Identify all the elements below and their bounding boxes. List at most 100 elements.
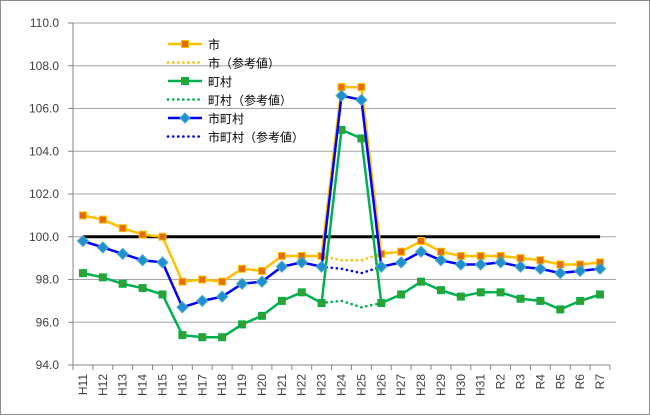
diamond-marker [215,290,229,303]
square-marker [397,247,406,256]
x-tick-label: H29 [434,374,448,396]
x-tick-label: H28 [414,374,428,396]
series-reference-all-ref [320,265,383,275]
square-marker [536,296,545,305]
square-marker [98,273,107,282]
diamond-marker [394,256,408,269]
diamond-marker [534,262,547,276]
y-tick-label: 106.0 [29,102,59,116]
x-tick-label: H20 [255,374,269,396]
legend-label: 町村（参考値） [208,93,292,108]
y-axis: 94.0 96.0 98.0 100.0 102.0 104.0 106.0 108.0 110… [29,16,74,372]
series-line [82,85,601,283]
legend-item: 町村 [168,75,232,89]
square-marker [397,290,406,299]
diamond-marker [335,89,348,102]
x-tick-label: R3 [514,374,528,390]
diamond-marker [414,245,428,258]
diamond-marker [96,241,110,254]
legend-item: 市（参考値） [166,56,280,71]
square-marker [98,215,107,224]
x-tick-label: H12 [96,374,110,396]
square-marker [596,290,605,299]
x-axis: H11 H12 H13 H14 H15 H16 H17 H18 H19 H20 H21 H22 H23 H… [72,364,611,396]
x-tick-label: H23 [315,374,329,396]
y-tick-label: 102.0 [29,187,59,201]
diamond-marker [474,258,487,271]
y-tick-label: 94.0 [36,358,60,372]
x-tick-label: R6 [573,374,587,390]
diamond-marker [355,93,368,107]
square-marker [377,299,386,308]
square-marker [238,320,247,329]
square-marker [158,290,167,299]
series-reference-city-ref [320,252,383,262]
x-tick-label: H30 [454,374,468,396]
diamond-marker [375,260,388,273]
x-tick-label: H16 [175,374,189,396]
square-marker [496,288,505,297]
series-line [320,265,383,275]
series-line [320,252,383,262]
diamond-marker [235,277,249,290]
x-tick-label: H24 [335,374,349,396]
diamond-marker [593,262,607,276]
x-tick-label: H17 [195,374,209,396]
legend-square-marker-icon [181,40,189,48]
legend-label: 市町村（参考値） [208,130,304,145]
square-marker [138,284,147,293]
square-marker [78,269,87,278]
x-tick-label: R5 [553,374,567,390]
series-lines [76,83,607,342]
legend-item: 町村（参考値） [166,93,292,108]
legend-label: 市（参考値） [208,56,280,71]
square-marker [178,331,187,340]
square-marker [218,333,227,342]
diamond-marker [255,275,269,288]
series-reference-towns-ref [320,299,383,309]
diamond-marker [196,294,209,308]
square-marker [277,296,286,305]
square-marker [257,311,266,320]
y-tick-label: 98.0 [36,273,60,287]
diamond-marker [514,260,527,273]
square-marker [158,232,167,241]
square-marker [417,237,426,246]
square-marker [556,305,565,314]
diamond-marker [434,254,448,267]
diamond-marker [176,301,189,314]
legend-label: 市町村 [208,111,244,126]
diamond-marker [275,260,289,273]
square-marker [317,299,326,308]
diamond-marker [76,234,90,248]
y-tick-label: 96.0 [36,315,60,329]
diamond-marker [494,256,507,269]
x-tick-label: R7 [593,374,607,390]
x-tick-label: H13 [116,374,130,396]
x-tick-label: H26 [374,374,388,396]
square-marker [198,275,207,284]
square-marker [476,288,485,297]
square-marker [277,251,286,260]
diamond-marker [136,254,149,267]
square-marker [436,286,445,295]
gridlines [73,22,616,323]
square-marker [118,224,127,233]
x-tick-label: H15 [156,374,170,396]
y-tick-label: 100.0 [29,230,59,244]
diamond-marker [554,266,567,280]
legend-label: 市 [208,37,220,52]
square-marker [357,83,366,92]
diamond-marker [454,258,468,271]
x-tick-label: H31 [474,374,488,396]
x-tick-label: H22 [295,374,309,396]
diamond-marker [573,264,587,278]
legend-square-marker-icon [181,77,189,85]
square-marker [576,296,585,305]
x-tick-label: R4 [533,374,547,390]
legend-item: 市 [168,37,220,52]
square-marker [357,134,366,143]
series-towns [78,125,605,342]
diamond-marker [295,256,308,269]
